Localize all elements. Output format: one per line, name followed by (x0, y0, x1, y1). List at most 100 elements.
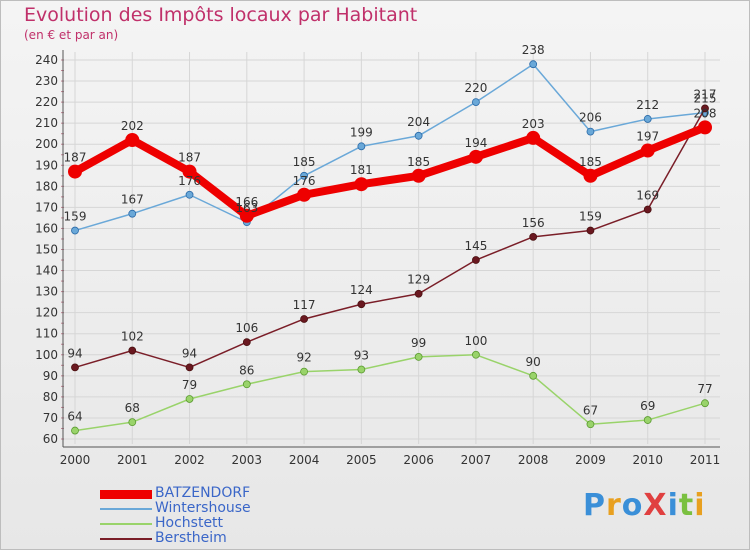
data-label-batzendorf: 185 (407, 155, 430, 169)
point-berstheim (300, 315, 308, 323)
data-label-hochstett: 100 (464, 334, 487, 348)
point-hochstett (701, 399, 709, 408)
y-tick-label: 220 (35, 95, 58, 109)
data-label-berstheim: 117 (293, 298, 316, 312)
point-batzendorf (698, 120, 712, 135)
data-label-hochstett: 79 (182, 378, 197, 392)
x-tick-label: 2002 (174, 453, 205, 467)
y-tick-label: 170 (35, 200, 58, 214)
point-batzendorf (583, 168, 598, 183)
y-tick-label: 140 (35, 264, 58, 278)
series-line-batzendorf (73, 123, 707, 220)
data-label-berstheim: 169 (636, 188, 659, 202)
point-wintershouse (472, 98, 480, 107)
data-label-batzendorf: 181 (350, 163, 373, 177)
data-label-hochstett: 67 (583, 403, 598, 417)
y-tick-label: 240 (35, 53, 58, 67)
x-tick-label: 2001 (117, 453, 148, 467)
chart-subtitle: (en € et par an) (24, 28, 119, 42)
series-line-wintershouse (74, 63, 706, 232)
point-wintershouse (71, 226, 79, 235)
chart-title: Evolution des Impôts locaux par Habitant (24, 4, 418, 26)
point-berstheim (701, 104, 709, 113)
data-label-wintershouse: 176 (178, 174, 201, 188)
legend-label-batzendorf: BATZENDORF (155, 485, 251, 501)
data-label-hochstett: 77 (697, 382, 712, 396)
point-hochstett (643, 416, 652, 424)
data-label-wintershouse: 159 (64, 210, 87, 224)
data-label-batzendorf: 208 (694, 106, 717, 120)
y-tick-label: 150 (35, 243, 58, 257)
point-hochstett (185, 395, 194, 403)
y-tick-label: 200 (35, 137, 58, 151)
data-label-wintershouse: 167 (121, 193, 144, 207)
point-batzendorf (468, 149, 483, 164)
legend-swatch-wintershouse (100, 508, 152, 510)
point-batzendorf (68, 164, 82, 179)
data-label-berstheim: 102 (121, 330, 144, 344)
y-tick-label: 120 (35, 306, 58, 320)
point-wintershouse (128, 209, 137, 218)
legend-label-hochstett: Hochstett (155, 515, 224, 531)
point-hochstett (586, 420, 595, 429)
series-line-hochstett (74, 354, 706, 432)
data-label-batzendorf: 166 (235, 195, 258, 209)
point-wintershouse (357, 142, 366, 151)
data-label-berstheim: 156 (522, 216, 545, 230)
x-tick-label: 2011 (690, 453, 721, 467)
data-label-batzendorf: 187 (64, 151, 87, 165)
point-berstheim (414, 289, 423, 298)
x-tick-label: 2003 (232, 453, 263, 467)
data-label-berstheim: 124 (350, 283, 373, 297)
data-label-hochstett: 64 (67, 410, 82, 424)
data-label-batzendorf: 185 (579, 155, 602, 169)
proxiti-logo: ProXiti (583, 488, 706, 523)
data-label-berstheim: 217 (694, 87, 717, 101)
data-label-batzendorf: 187 (178, 151, 201, 165)
point-hochstett (128, 418, 137, 427)
y-tick-label: 190 (35, 158, 58, 172)
data-label-wintershouse: 212 (636, 98, 659, 112)
data-label-hochstett: 69 (640, 399, 655, 413)
point-berstheim (643, 205, 652, 214)
legend-swatch-hochstett (100, 523, 152, 525)
y-tick-label: 60 (43, 432, 58, 446)
data-label-batzendorf: 203 (522, 117, 545, 131)
legend-swatch-batzendorf (100, 489, 152, 499)
x-tick-label: 2010 (632, 453, 663, 467)
point-hochstett (414, 352, 423, 361)
point-wintershouse (586, 127, 595, 136)
data-label-berstheim: 129 (407, 273, 430, 287)
point-hochstett (242, 380, 251, 389)
point-berstheim (472, 256, 480, 264)
y-tick-label: 160 (35, 221, 58, 235)
data-label-berstheim: 145 (464, 239, 487, 253)
y-tick-label: 230 (35, 74, 58, 88)
data-label-batzendorf: 202 (121, 119, 144, 133)
data-label-hochstett: 90 (526, 355, 541, 369)
data-label-hochstett: 68 (125, 401, 140, 415)
data-label-batzendorf: 197 (636, 130, 659, 144)
x-tick-label: 2004 (289, 453, 320, 467)
x-tick-label: 2006 (403, 453, 434, 467)
x-tick-label: 2009 (575, 453, 606, 467)
data-label-berstheim: 94 (67, 346, 82, 360)
data-label-wintershouse: 185 (293, 155, 316, 169)
point-wintershouse (529, 60, 538, 69)
point-hochstett (357, 365, 366, 374)
point-berstheim (357, 300, 366, 309)
point-batzendorf (182, 164, 197, 179)
data-label-berstheim: 94 (182, 346, 197, 360)
data-label-hochstett: 86 (239, 363, 254, 377)
y-tick-label: 90 (43, 369, 58, 383)
data-label-batzendorf: 194 (464, 136, 487, 150)
y-tick-label: 210 (35, 116, 58, 130)
point-hochstett (472, 350, 480, 359)
point-batzendorf (411, 168, 426, 183)
data-label-wintershouse: 206 (579, 111, 602, 125)
data-label-batzendorf: 176 (293, 174, 316, 188)
legend-label-wintershouse: Wintershouse (155, 500, 251, 516)
y-tick-label: 100 (35, 348, 58, 362)
y-tick-label: 180 (35, 179, 58, 193)
